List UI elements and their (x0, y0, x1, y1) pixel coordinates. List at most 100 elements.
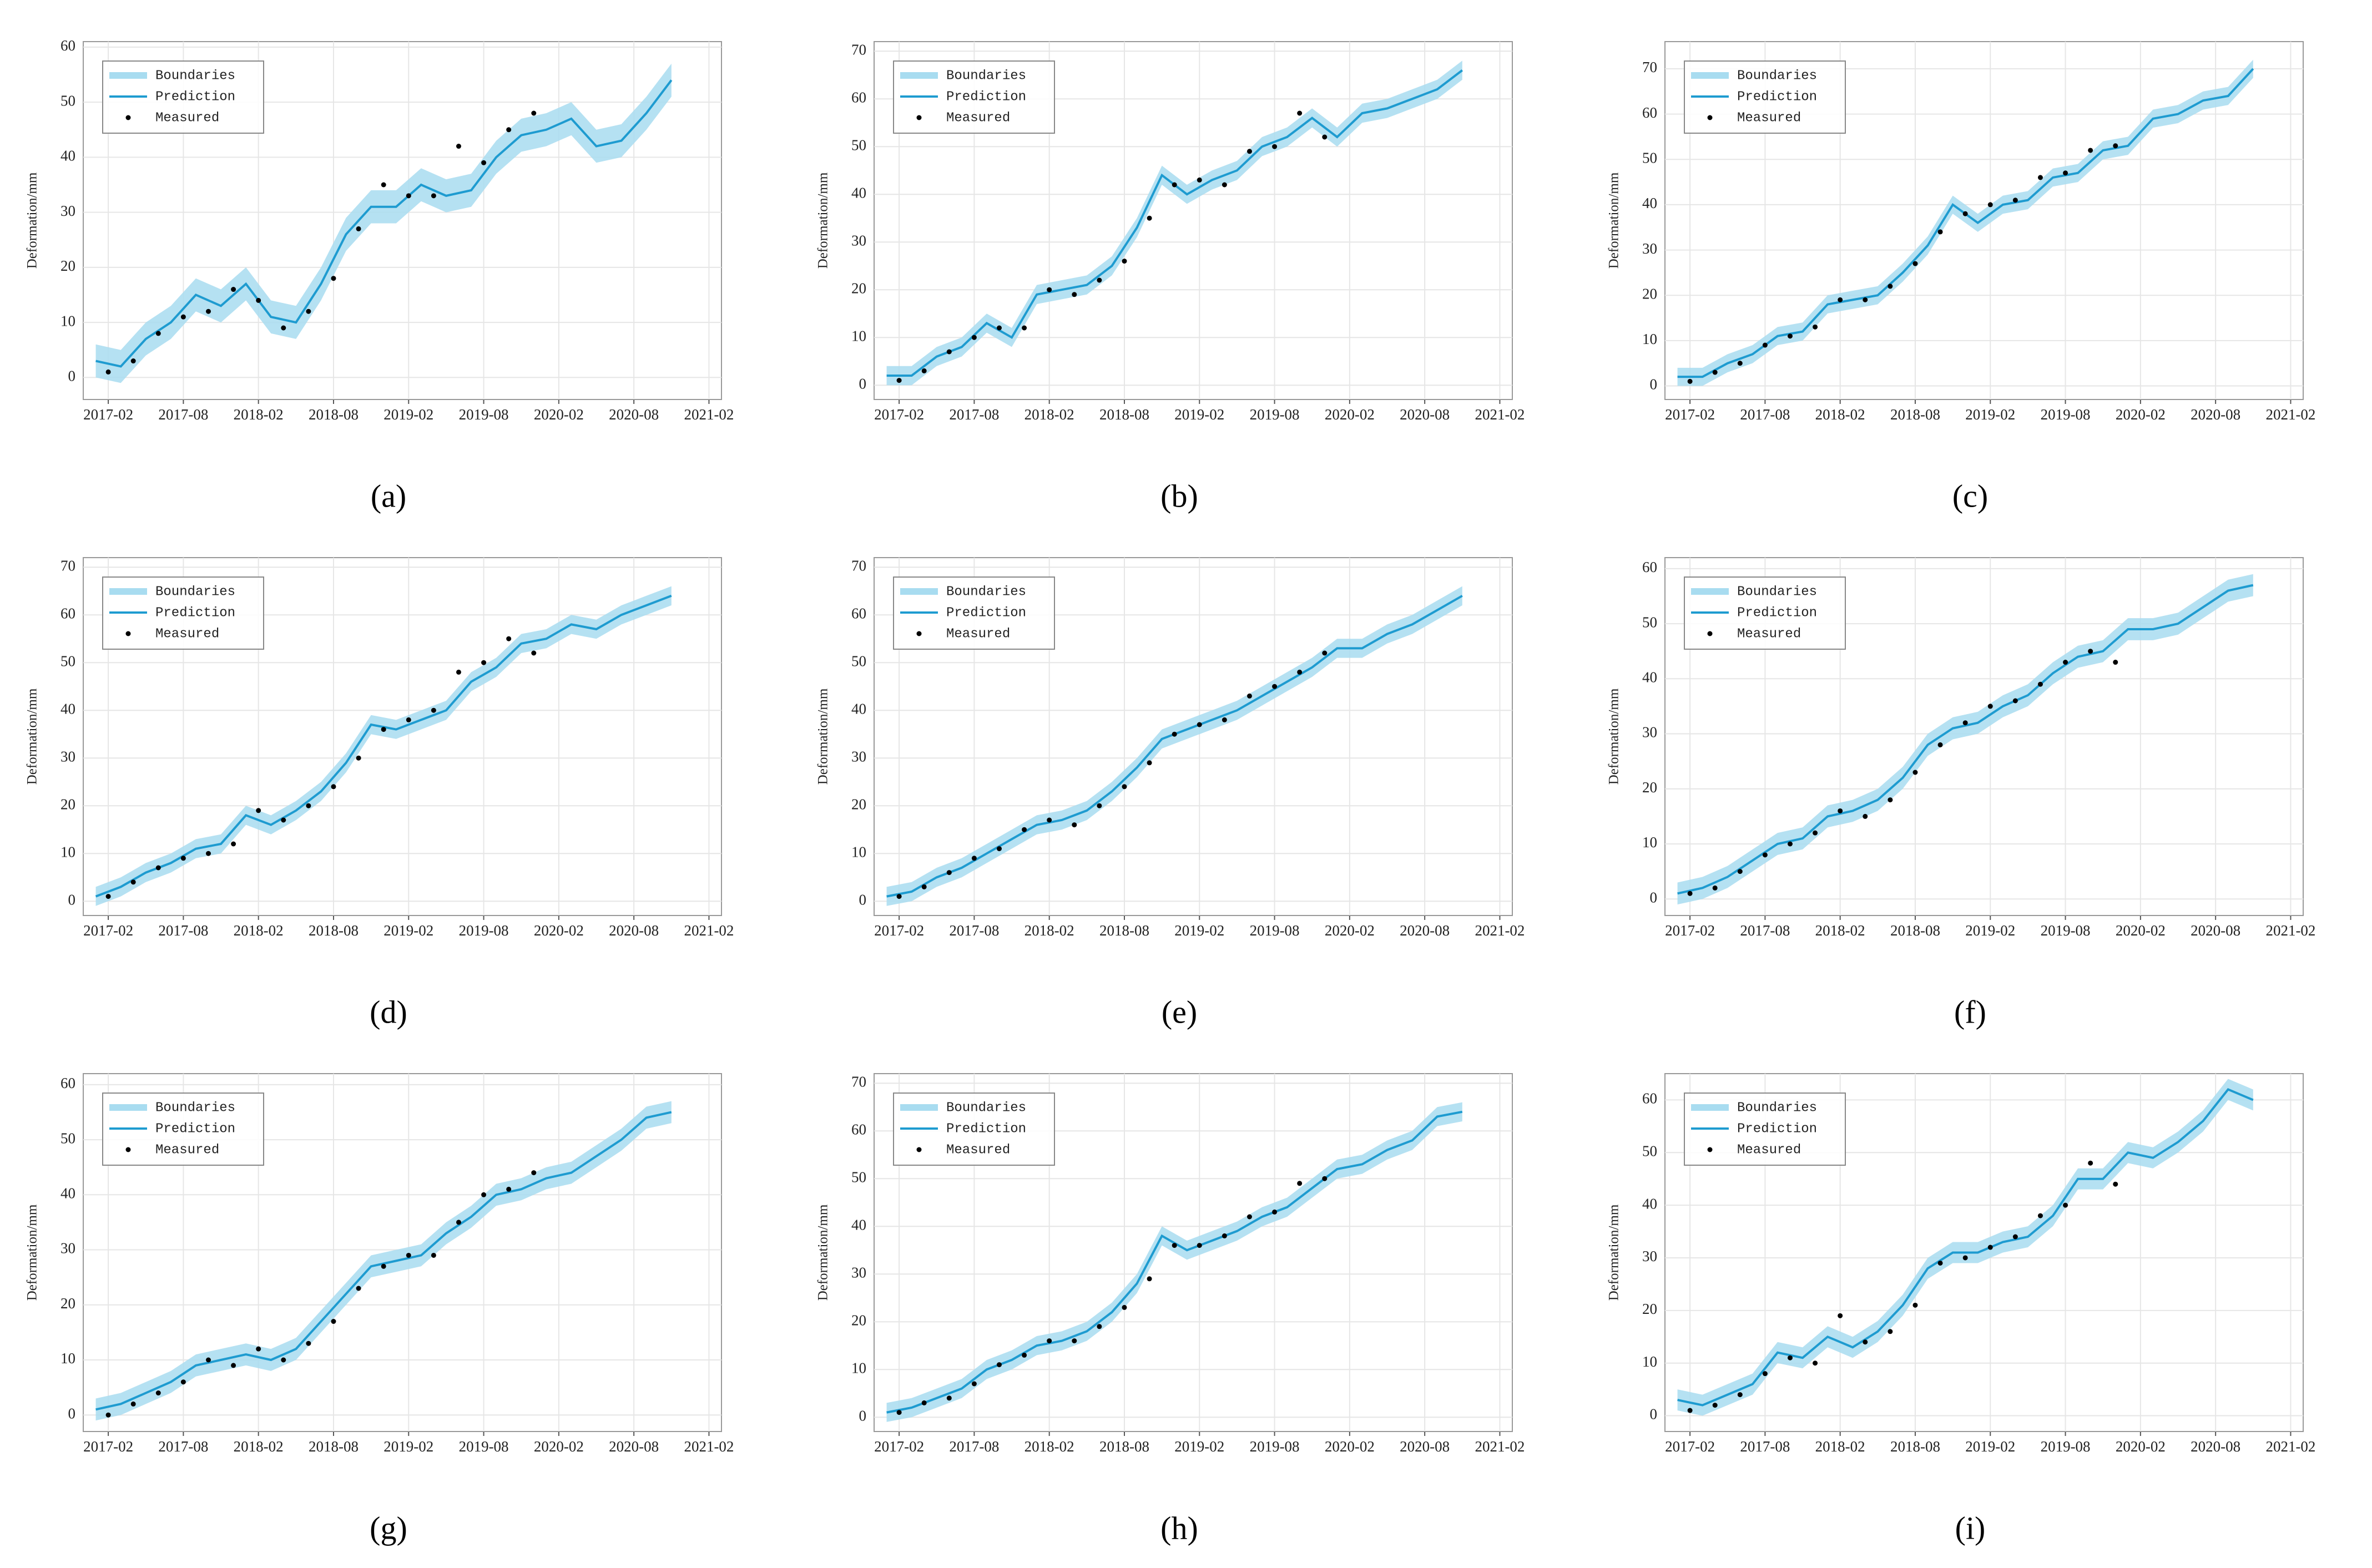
measured-point (531, 1170, 537, 1176)
measured-point (1072, 822, 1077, 828)
measured-point (1762, 342, 1768, 348)
measured-point (531, 650, 537, 656)
x-tick-label: 2019-02 (1965, 406, 2015, 423)
measured-point (256, 1346, 261, 1352)
legend-label: Boundaries (155, 68, 235, 83)
legend-label: Measured (946, 1142, 1010, 1157)
measured-point (1147, 215, 1152, 221)
y-tick-label: 10 (60, 843, 75, 860)
y-tick-label: 10 (851, 1359, 866, 1376)
measured-point (1022, 325, 1027, 331)
y-tick-label: 50 (60, 1130, 75, 1146)
y-tick-label: 20 (60, 796, 75, 812)
y-tick-label: 70 (1642, 59, 1657, 75)
legend-label: Prediction (155, 605, 235, 620)
y-tick-label: 10 (1642, 834, 1657, 851)
legend-swatch (1707, 1147, 1713, 1152)
measured-point (1297, 669, 1303, 675)
panel: 0 10 20 30 40 50 60 2017-02 2017-08 2018-02 2018-0… (1607, 557, 2315, 1030)
panel-caption: (f) (1954, 994, 1986, 1030)
panel-caption: (d) (370, 994, 407, 1030)
y-tick-label: 10 (851, 843, 866, 860)
measured-point (281, 1357, 286, 1363)
y-tick-label: 30 (60, 203, 75, 219)
measured-point (1322, 134, 1328, 140)
x-tick-label: 2019-02 (1174, 1438, 1224, 1455)
measured-point (1687, 378, 1693, 384)
legend-label: Prediction (155, 89, 235, 104)
measured-point (1712, 1403, 1718, 1408)
measured-point (1222, 182, 1227, 188)
y-tick-label: 60 (851, 605, 866, 621)
measured-point (1687, 1408, 1693, 1413)
x-tick-label: 2021-02 (2265, 406, 2315, 423)
measured-point (2063, 1202, 2068, 1208)
x-tick-label: 2020-08 (609, 1438, 659, 1455)
measured-point (281, 817, 286, 823)
x-tick-label: 2019-08 (1250, 406, 1300, 423)
measured-point (105, 369, 111, 375)
measured-point (1962, 720, 1968, 726)
legend-label: Measured (946, 110, 1010, 125)
measured-point (1687, 891, 1693, 896)
measured-point (1737, 1392, 1743, 1398)
boundary-band (95, 1101, 672, 1421)
y-tick-label: 60 (60, 605, 75, 621)
measured-point (231, 287, 236, 292)
measured-point (381, 182, 386, 188)
measured-point (946, 1395, 952, 1401)
y-tick-label: 0 (859, 375, 867, 392)
measured-point (1222, 1233, 1227, 1238)
x-tick-label: 2021-02 (1475, 922, 1525, 939)
y-tick-label: 40 (60, 148, 75, 164)
measured-point (1172, 182, 1177, 188)
measured-point (130, 1401, 136, 1407)
measured-point (896, 1410, 902, 1415)
x-tick-label: 2020-02 (2116, 406, 2166, 423)
boundary-band (95, 586, 672, 906)
y-tick-label: 40 (1642, 1195, 1657, 1212)
y-axis-label: Deformation/mm (816, 172, 831, 269)
x-tick-label: 2018-08 (1099, 406, 1149, 423)
measured-point (531, 110, 537, 116)
measured-point (180, 314, 186, 320)
y-tick-label: 0 (1650, 1406, 1658, 1423)
x-tick-label: 2017-08 (158, 1438, 208, 1455)
measured-point (1912, 1302, 1918, 1308)
measured-point (921, 884, 927, 889)
y-axis-label: Deformation/mm (1607, 172, 1622, 269)
measured-point (1297, 1181, 1303, 1186)
x-tick-label: 2020-02 (1325, 406, 1375, 423)
measured-point (1863, 1339, 1868, 1345)
x-tick-label: 2018-08 (1890, 406, 1940, 423)
x-tick-label: 2021-02 (684, 1438, 734, 1455)
y-tick-label: 60 (1642, 104, 1657, 121)
y-tick-label: 10 (851, 327, 866, 344)
legend-label: Measured (1737, 626, 1801, 641)
measured-point (996, 325, 1002, 331)
x-tick-label: 2020-08 (609, 406, 659, 423)
measured-point (1197, 177, 1202, 183)
x-tick-label: 2020-02 (534, 922, 584, 939)
y-tick-label: 50 (851, 1169, 866, 1185)
x-tick-label: 2017-08 (1740, 922, 1790, 939)
x-tick-label: 2019-08 (459, 1438, 509, 1455)
legend-swatch (916, 115, 922, 120)
x-tick-label: 2020-02 (534, 406, 584, 423)
measured-point (1813, 830, 1818, 836)
measured-point (281, 325, 286, 331)
panel: 0 10 20 30 40 50 60 2017-02 2017-08 2018-02 2018-0… (25, 1073, 734, 1546)
measured-point (1887, 797, 1893, 803)
measured-point (1322, 650, 1328, 656)
x-tick-label: 2018-08 (1099, 1438, 1149, 1455)
measured-point (1887, 1329, 1893, 1334)
measured-point (1813, 324, 1818, 330)
x-tick-label: 2020-02 (2116, 1438, 2166, 1455)
measured-point (1097, 277, 1102, 283)
measured-point (1887, 284, 1893, 289)
measured-point (1987, 704, 1993, 709)
x-tick-label: 2017-02 (1665, 922, 1715, 939)
x-tick-label: 2019-08 (459, 406, 509, 423)
legend-label: Boundaries (155, 1100, 235, 1115)
panel-caption: (g) (370, 1510, 407, 1546)
